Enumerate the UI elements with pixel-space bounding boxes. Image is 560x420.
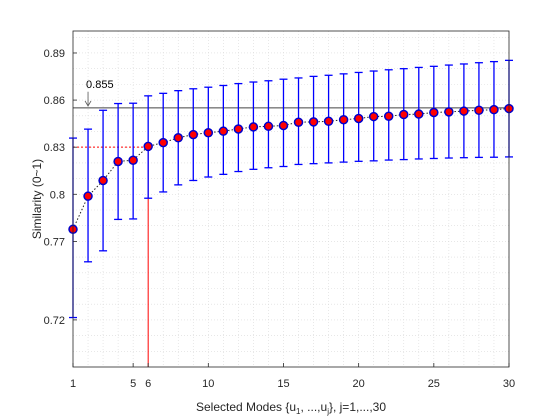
data-point-5 (128, 155, 138, 165)
data-point-23 (399, 109, 409, 120)
data-point-6 (143, 141, 153, 152)
data-points (68, 103, 514, 235)
x-tick-label: 20 (353, 378, 365, 390)
data-point-27 (459, 106, 469, 116)
data-point-19 (338, 114, 349, 125)
y-tick-label: 0.8 (50, 189, 65, 201)
data-point-4 (113, 156, 123, 167)
plot-area (73, 31, 509, 367)
x-axis-label: Selected Modes {u1, ...,uj}, j=1,...,30 (196, 400, 386, 416)
x-tick-label: 10 (202, 378, 214, 390)
x-tick-label: 6 (145, 378, 151, 390)
y-tick-label: 0.86 (44, 95, 65, 107)
x-tick-label: 30 (503, 378, 515, 390)
data-point-24 (414, 109, 424, 119)
y-tick-label: 0.83 (44, 142, 65, 154)
plot-frame (72, 30, 510, 368)
data-point-22 (383, 111, 394, 122)
data-point-21 (368, 111, 379, 122)
data-point-7 (158, 137, 168, 148)
data-point-2 (83, 191, 93, 201)
trend-line-group (72, 108, 510, 230)
y-tick-label: 0.72 (44, 315, 65, 327)
data-point-26 (444, 107, 454, 117)
x-tick-label: 25 (428, 378, 440, 390)
trend-line (72, 108, 510, 230)
y-axis-label: Similarity (0~1) (30, 159, 44, 239)
data-point-25 (429, 107, 439, 118)
data-point-13 (248, 122, 259, 132)
reference-line-group: 0.855 (73, 79, 509, 109)
x-tick-label: 5 (130, 378, 136, 390)
data-point-3 (98, 175, 108, 186)
grid (73, 31, 509, 367)
x-tick-label: 1 (70, 378, 76, 390)
y-axis-ticks: 0.72 0.77 0.8 0.83 0.86 0.89 (44, 48, 77, 327)
data-point-16 (293, 117, 304, 127)
data-point-8 (173, 133, 183, 143)
data-point-12 (233, 124, 244, 134)
y-tick-label: 0.89 (44, 48, 65, 60)
data-point-20 (353, 113, 364, 124)
data-point-18 (323, 116, 334, 127)
x-tick-label: 15 (277, 378, 289, 390)
data-point-11 (218, 126, 229, 136)
data-point-14 (263, 121, 274, 132)
data-point-29 (489, 104, 499, 115)
y-tick-label: 0.77 (44, 236, 65, 248)
reference-line-label: 0.855 (86, 79, 114, 91)
data-point-10 (203, 127, 214, 138)
data-point-15 (278, 120, 289, 131)
annotation-arrow-head (84, 100, 92, 107)
data-point-28 (474, 105, 484, 116)
x-axis-ticks: 1 5 6 10 15 20 25 30 (70, 363, 515, 390)
data-point-9 (188, 129, 199, 140)
data-point-17 (308, 117, 319, 127)
